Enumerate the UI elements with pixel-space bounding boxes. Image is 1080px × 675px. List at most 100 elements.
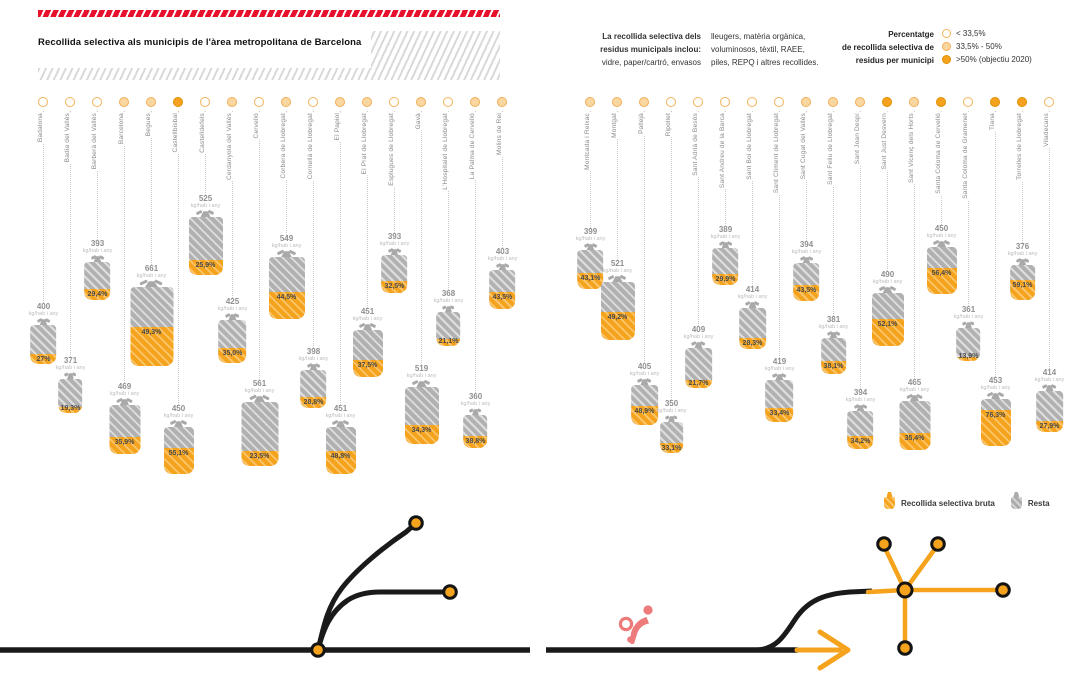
waste-bag: 519 kg/hab i any 34,3% [404, 364, 439, 445]
column-dotted-line [421, 111, 422, 365]
pct-value: 76,3% [985, 412, 1006, 420]
orange-bag-icon [884, 492, 895, 509]
waste-bag: 453 kg/hab i any 76,3% [980, 376, 1011, 447]
legend-circle-high-icon [942, 55, 951, 64]
kg-value: 521 [610, 259, 625, 268]
municipality-label: Castelldefels [198, 112, 207, 154]
kg-unit-label: kg/hab i any [683, 333, 714, 340]
legend-label-resta: Resta [1027, 498, 1050, 508]
status-circle [416, 97, 426, 107]
route-curve-right [756, 588, 873, 653]
pct-value: 49,2% [607, 313, 628, 321]
bag-knot-icon [771, 373, 787, 381]
municipality-column: Montgat 521 kg/hab i any 49,2% [600, 95, 635, 477]
waste-bag: 425 kg/hab i any 35,0% [217, 297, 248, 364]
pct-value: 52,1% [877, 320, 898, 328]
municipality-column: Santa Coloma de Cervelló 450 kg/hab i an… [926, 95, 957, 477]
bag-legend: Recollida selectiva bruta Resta [884, 492, 1050, 509]
bag-selective-fill [765, 408, 794, 423]
bag-selective-fill [793, 284, 820, 302]
waste-bag: 368 kg/hab i any 21,1% [434, 289, 463, 347]
bag-selective-fill [820, 360, 846, 375]
bag-knot-icon [608, 275, 627, 283]
waste-bag: 465 kg/hab i any 35,4% [899, 378, 930, 451]
waste-bag: 561 kg/hab i any 23,5% [241, 379, 278, 467]
waste-bag: 393 kg/hab i any 32,5% [379, 232, 410, 294]
kg-value: 453 [988, 376, 1003, 385]
column-dotted-line [313, 111, 314, 348]
waste-bag: 399 kg/hab i any 43,1% [576, 227, 605, 290]
bag-selective-fill [30, 353, 57, 365]
station-node-hub [896, 581, 914, 599]
station-node [995, 582, 1011, 598]
municipality-column: Viladecans 414 kg/hab i any 27,9% [1034, 95, 1065, 477]
municipality-column: Barcelona 469 kg/hab i any 35,9% [109, 95, 140, 477]
bag-body: 34,3% [404, 387, 439, 445]
waste-bag: 361 kg/hab i any 13,9% [954, 305, 983, 362]
kg-value: 450 [934, 224, 949, 233]
bag-selective-fill [738, 337, 766, 350]
pct-value: 48,8% [330, 453, 351, 461]
kg-value: 409 [691, 325, 706, 334]
kg-value: 394 [853, 388, 868, 397]
station-nodes [310, 515, 1011, 658]
municipality-label: Barcelona [117, 112, 126, 146]
bag-body: 43,1% [577, 250, 604, 290]
waste-bag: 409 kg/hab i any 21,7% [683, 325, 714, 389]
municipality-label: Tiana [988, 112, 997, 132]
status-circle [747, 97, 757, 107]
bag-body: 37,5% [352, 330, 383, 378]
kg-value: 393 [387, 232, 402, 241]
bag-knot-icon [224, 313, 240, 321]
bag-body: 25,9% [188, 217, 223, 276]
status-circle [963, 97, 973, 107]
municipality-column: Sant Boi de Llobregat 414 kg/hab i any 2… [738, 95, 767, 477]
municipality-column: Sant Climent de Llobregat 419 kg/hab i a… [764, 95, 795, 477]
pct-value: 21,1% [438, 337, 459, 345]
municipality-column: Gavà 519 kg/hab i any 34,3% [404, 95, 439, 477]
kg-unit-label: kg/hab i any [872, 278, 903, 285]
kg-unit-label: kg/hab i any [764, 365, 795, 372]
bag-knot-icon [690, 341, 706, 349]
status-circle [1017, 97, 1027, 107]
route-diagram [0, 515, 1011, 671]
bag-body: 49,2% [600, 282, 635, 341]
kg-unit-label: kg/hab i any [379, 240, 410, 247]
bag-body: 27% [30, 325, 57, 365]
bag-body: 38,1% [820, 338, 846, 375]
bag-selective-fill [218, 348, 247, 364]
legend-label-mid: 33,5% - 50% [956, 42, 1002, 51]
bag-knot-icon [961, 321, 976, 329]
column-dotted-line [968, 111, 969, 306]
bag-selective-fill [352, 359, 383, 378]
kg-unit-label: kg/hab i any [1034, 376, 1065, 383]
legend-item-resta: Resta [1010, 492, 1050, 509]
legend-item-high: >50% (objectiu 2020) [942, 55, 1032, 64]
municipality-column: Santa Coloma de Gramenet 361 kg/hab i an… [954, 95, 983, 477]
kg-value: 350 [664, 399, 679, 408]
kg-unit-label: kg/hab i any [352, 315, 383, 322]
panel-left: Badalona 400 kg/hab i any 27% Badia del … [29, 95, 517, 477]
percentage-legend: Percentatge de recollida selectiva de re… [822, 28, 1032, 68]
kg-unit-label: kg/hab i any [217, 305, 248, 312]
pct-value: 43,1% [580, 274, 601, 282]
bag-selective-fill [871, 318, 904, 347]
status-circle [774, 97, 784, 107]
status-circle [200, 97, 210, 107]
status-circle [443, 97, 453, 107]
kg-value: 393 [90, 239, 105, 248]
legend-item-low: < 33,5% [942, 29, 1032, 38]
waste-bag: 521 kg/hab i any 49,2% [600, 259, 635, 341]
column-dotted-line [671, 111, 672, 400]
kg-value: 549 [279, 234, 294, 243]
municipality-label: Barberà del Vallès [90, 112, 99, 171]
column-dotted-line [779, 111, 780, 358]
municipality-label: Sant Vicenç dels Horts [907, 112, 916, 185]
kg-value: 368 [441, 289, 456, 298]
municipality-column: Pallejà 405 kg/hab i any 48,9% [630, 95, 659, 477]
waste-bag: 405 kg/hab i any 48,9% [630, 362, 659, 426]
waste-bag: 414 kg/hab i any 27,9% [1034, 368, 1065, 433]
municipality-column: La Palma de Cervelló 360 kg/hab i any 38… [461, 95, 490, 477]
pct-value: 27% [36, 355, 51, 363]
kg-unit-label: kg/hab i any [899, 386, 930, 393]
